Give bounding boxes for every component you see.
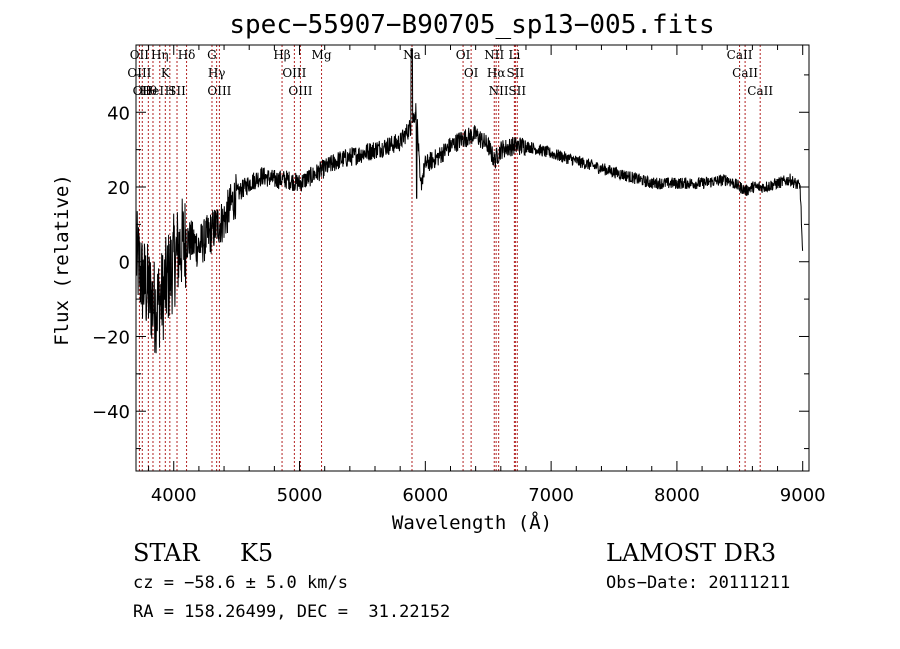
spectrum-layer [135, 48, 804, 354]
y-tick-label: 0 [119, 253, 130, 274]
spectral-line-label: Mg [312, 48, 332, 62]
spectral-line-label: CaII [727, 48, 753, 62]
spectral-line-label: Hη [151, 48, 169, 62]
x-tick-label: 7000 [528, 485, 574, 506]
x-axis-label: Wavelength (Å) [392, 511, 552, 534]
spectral-line-label: OI [464, 66, 479, 80]
spectral-line-label: Hα [487, 66, 506, 80]
observation-date: Obs−Date: 20111211 [606, 573, 791, 593]
y-tick-label: −40 [92, 402, 130, 423]
spectral-line-label: H [165, 84, 175, 98]
spectral-line-label: Hθ [139, 84, 157, 98]
object-class: STAR [133, 539, 200, 567]
spectral-line-label: OII [133, 84, 153, 98]
object-subclass: K5 [240, 539, 274, 567]
spectral-line-label: G [207, 48, 217, 62]
chart-title: spec−55907−B90705_sp13−005.fits [229, 10, 714, 40]
axis-ticks: 4000 5000 6000 7000 8000 9000 40 20 0 −20 −40 [92, 45, 826, 506]
spectral-line-label: NII [484, 48, 504, 62]
y-tick-label: −20 [92, 327, 130, 348]
spectral-line-label: K [161, 66, 171, 80]
spectral-line-label: Li [508, 48, 520, 62]
spectral-line-label: OIII [282, 66, 306, 80]
spectral-line-label: HeI [142, 84, 165, 98]
spectral-line-label: SII [507, 66, 525, 80]
spectral-line-markers [138, 45, 761, 471]
spectral-line-label: SII [168, 84, 186, 98]
x-tick-label: 5000 [277, 485, 323, 506]
y-axis-label: Flux (relative) [51, 174, 73, 346]
spectral-line-label: CaII [747, 84, 773, 98]
survey-name: LAMOST DR3 [606, 539, 777, 567]
spectral-line-label: Hβ [273, 48, 290, 62]
redshift-velocity: cz = −58.6 ± 5.0 km/s [133, 573, 348, 593]
x-tick-label: 9000 [780, 485, 826, 506]
spectral-line-label: OIII [207, 84, 231, 98]
spectral-line-label: SII [508, 84, 526, 98]
sky-coordinates: RA = 158.26499, DEC = 31.22152 [133, 602, 451, 622]
spectral-line-label: CaII [732, 66, 758, 80]
x-tick-label: 8000 [654, 485, 700, 506]
spectral-line-label: OII [130, 48, 150, 62]
spectral-line-label: OIII [127, 66, 151, 80]
spectral-line-label: OIII [288, 84, 312, 98]
x-tick-label: 4000 [151, 485, 197, 506]
plot-frame [135, 44, 810, 472]
y-tick-label: 40 [107, 103, 130, 124]
y-tick-label: 20 [107, 178, 130, 199]
x-tick-label: 6000 [402, 485, 448, 506]
spectral-line-label: Hδ [178, 48, 196, 62]
spectral-line-label: Hγ [208, 66, 226, 80]
spectral-line-label: NII [489, 84, 509, 98]
spectral-line-label: OI [456, 48, 471, 62]
spectrum-line [135, 48, 804, 354]
